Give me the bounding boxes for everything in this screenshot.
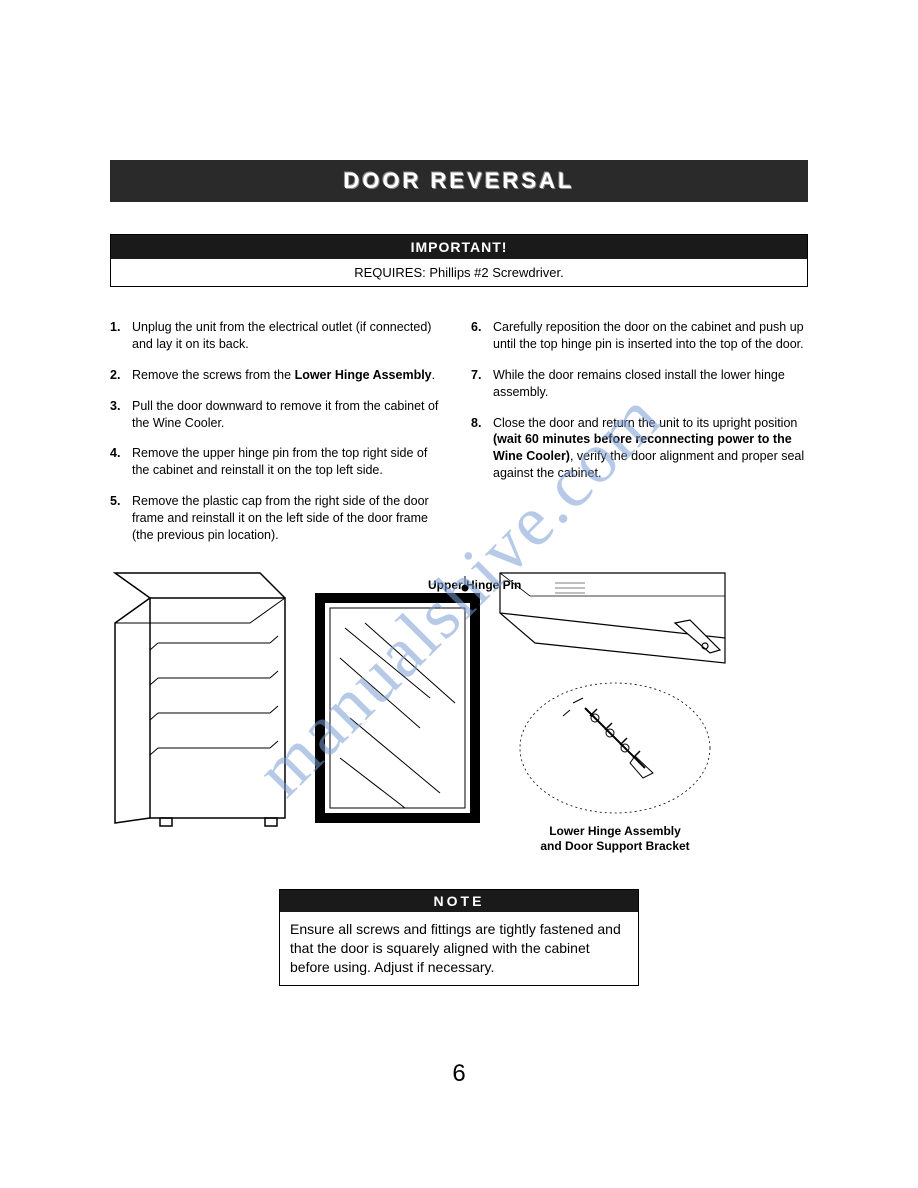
step-8: 8. Close the door and return the unit to… — [471, 415, 808, 483]
note-body: Ensure all screws and fittings are tight… — [280, 912, 638, 985]
hinge-assembly-icon — [515, 678, 715, 818]
lower-hinge-label: Lower Hinge Assembly and Door Support Br… — [540, 824, 689, 855]
step-text: Close the door and return the unit to it… — [493, 415, 808, 483]
left-column: 1. Unplug the unit from the electrical o… — [110, 319, 447, 558]
step-text: Carefully reposition the door on the cab… — [493, 319, 808, 353]
section-title-bar: DOOR REVERSAL — [110, 160, 808, 202]
step-text: Unplug the unit from the electrical outl… — [132, 319, 447, 353]
step-number: 3. — [110, 398, 124, 432]
door-diagram-icon — [310, 568, 485, 828]
step-text: Remove the upper hinge pin from the top … — [132, 445, 447, 479]
step-4: 4. Remove the upper hinge pin from the t… — [110, 445, 447, 479]
step-number: 1. — [110, 319, 124, 353]
page-number: 6 — [0, 1060, 918, 1088]
step-1: 1. Unplug the unit from the electrical o… — [110, 319, 447, 353]
step-number: 7. — [471, 367, 485, 401]
note-header: NOTE — [280, 890, 638, 912]
corner-detail-icon — [495, 568, 735, 678]
step-5: 5. Remove the plastic cap from the right… — [110, 493, 447, 544]
note-box: NOTE Ensure all screws and fittings are … — [279, 889, 639, 986]
step-text: Remove the screws from the Lower Hinge A… — [132, 367, 435, 384]
diagram-area: Upper Hinge Pin — [110, 568, 808, 855]
step-number: 6. — [471, 319, 485, 353]
step-7: 7. While the door remains closed install… — [471, 367, 808, 401]
important-box: IMPORTANT! REQUIRES: Phillips #2 Screwdr… — [110, 234, 808, 287]
step-6: 6. Carefully reposition the door on the … — [471, 319, 808, 353]
step-3: 3. Pull the door downward to remove it f… — [110, 398, 447, 432]
step-number: 2. — [110, 367, 124, 384]
step-text: While the door remains closed install th… — [493, 367, 808, 401]
cabinet-diagram-icon — [110, 568, 300, 828]
step-number: 5. — [110, 493, 124, 544]
instruction-columns: 1. Unplug the unit from the electrical o… — [110, 319, 808, 558]
step-text: Remove the plastic cap from the right si… — [132, 493, 447, 544]
important-header: IMPORTANT! — [111, 235, 807, 259]
step-number: 4. — [110, 445, 124, 479]
detail-diagram-group: Lower Hinge Assembly and Door Support Br… — [495, 568, 735, 855]
step-2: 2. Remove the screws from the Lower Hing… — [110, 367, 447, 384]
right-column: 6. Carefully reposition the door on the … — [471, 319, 808, 558]
important-body: REQUIRES: Phillips #2 Screwdriver. — [111, 259, 807, 286]
step-text: Pull the door downward to remove it from… — [132, 398, 447, 432]
step-number: 8. — [471, 415, 485, 483]
upper-hinge-label: Upper Hinge Pin — [428, 578, 521, 592]
